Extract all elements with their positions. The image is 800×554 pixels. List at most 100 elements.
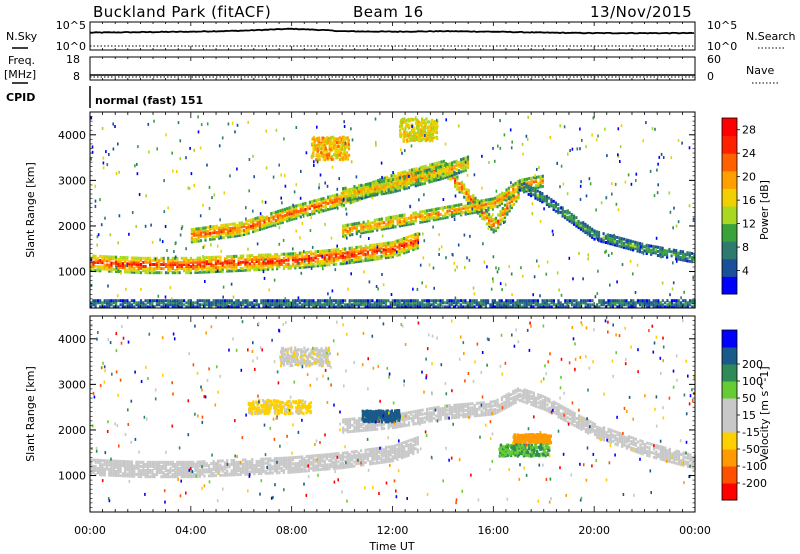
- heatmap-cell: [269, 261, 272, 265]
- heatmap-cell: [579, 147, 581, 151]
- heatmap-cell: [398, 182, 401, 186]
- heatmap-cell: [371, 225, 374, 229]
- heatmap-cell: [536, 299, 540, 303]
- heatmap-cell: [211, 196, 213, 200]
- heatmap-cell: [369, 227, 372, 231]
- heatmap-cell: [262, 255, 265, 259]
- heatmap-cell: [190, 172, 193, 176]
- heatmap-cell: [220, 226, 223, 230]
- heatmap-cell: [153, 299, 156, 303]
- heatmap-cell: [214, 255, 217, 259]
- heatmap-cell: [688, 255, 691, 259]
- heatmap-cell: [516, 184, 519, 188]
- heatmap-cell: [443, 305, 447, 309]
- heatmap-cell: [258, 217, 262, 221]
- heatmap-cell: [258, 223, 262, 227]
- heatmap-cell: [409, 131, 412, 134]
- heatmap-cell: [616, 305, 619, 309]
- heatmap-cell: [677, 255, 680, 259]
- heatmap-cell: [295, 206, 298, 210]
- heatmap-cell: [656, 168, 658, 172]
- heatmap-cell: [623, 299, 626, 303]
- heatmap-cell: [618, 301, 621, 305]
- heatmap-cell: [285, 301, 288, 305]
- heatmap-cell: [327, 195, 330, 199]
- heatmap-cell: [277, 212, 280, 215]
- heatmap-cell: [534, 196, 537, 200]
- heatmap-cell: [480, 199, 483, 203]
- heatmap-cell: [382, 250, 385, 254]
- heatmap-cell: [190, 232, 193, 236]
- heatmap-cell: [363, 196, 366, 200]
- heatmap-cell: [124, 268, 127, 272]
- heatmap-cell: [419, 214, 422, 218]
- heatmap-cell: [128, 301, 131, 305]
- heatmap-cell: [292, 215, 296, 219]
- heatmap-cell: [262, 253, 265, 257]
- heatmap-cell: [460, 189, 463, 192]
- heatmap-cell: [331, 289, 334, 293]
- heatmap-cell: [341, 144, 344, 148]
- heatmap-cell: [419, 170, 422, 174]
- heatmap-cell: [460, 207, 463, 211]
- heatmap-cell: [373, 249, 376, 253]
- heatmap-cell: [363, 270, 365, 274]
- heatmap-cell: [573, 220, 576, 224]
- heatmap-cell: [112, 255, 115, 259]
- freq-unit: [MHz]: [4, 68, 36, 81]
- heatmap-cell: [494, 196, 497, 200]
- heatmap-cell: [373, 222, 376, 226]
- heatmap-cell: [539, 183, 542, 187]
- heatmap-cell: [330, 236, 333, 240]
- heatmap-cell: [557, 203, 560, 207]
- heatmap-cell: [422, 126, 425, 130]
- heatmap-cell: [217, 255, 220, 259]
- heatmap-cell: [94, 265, 97, 268]
- heatmap-cell: [387, 305, 390, 309]
- heatmap-cell: [423, 299, 426, 303]
- heatmap-cell: [256, 242, 259, 246]
- heatmap-cell: [239, 260, 242, 264]
- heatmap-cell: [459, 303, 462, 307]
- heatmap-cell: [460, 170, 463, 174]
- heatmap-cell: [501, 219, 504, 223]
- heatmap-cell: [169, 301, 172, 305]
- heatmap-cell: [128, 268, 131, 272]
- heatmap-cell: [625, 246, 628, 250]
- heatmap-cell: [391, 249, 394, 253]
- heatmap-cell: [335, 137, 338, 141]
- heatmap-cell: [658, 155, 661, 159]
- heatmap-cell: [222, 223, 225, 227]
- heatmap-cell: [466, 173, 469, 177]
- heatmap-cell: [573, 214, 576, 218]
- heatmap-cell: [316, 301, 320, 305]
- heatmap-cell: [219, 267, 222, 271]
- heatmap-cell: [426, 166, 429, 170]
- heatmap-cell: [541, 198, 544, 202]
- heatmap-cell: [498, 199, 501, 203]
- heatmap-cell: [415, 118, 419, 122]
- heatmap-cell: [223, 303, 227, 307]
- heatmap-cell: [541, 192, 544, 196]
- heatmap-cell: [435, 174, 438, 178]
- heatmap-cell: [437, 165, 440, 169]
- heatmap-cell: [609, 240, 612, 244]
- heatmap-cell: [99, 198, 101, 202]
- heatmap-cell: [230, 282, 233, 286]
- heatmap-cell: [527, 192, 530, 196]
- heatmap-cell: [629, 239, 632, 243]
- heatmap-cell: [566, 301, 569, 305]
- heatmap-cell: [407, 243, 410, 247]
- heatmap-cell: [566, 211, 569, 215]
- heatmap-cell: [550, 200, 553, 204]
- heatmap-cell: [326, 138, 329, 142]
- heatmap-cell: [305, 301, 308, 305]
- heatmap-cell: [492, 230, 495, 234]
- heatmap-cell: [342, 199, 345, 203]
- heatmap-cell: [210, 258, 213, 261]
- heatmap-cell: [263, 224, 266, 228]
- heatmap-cell: [643, 299, 646, 303]
- heatmap-cell: [382, 242, 385, 246]
- heatmap-cell: [638, 244, 641, 248]
- heatmap-cell: [299, 196, 302, 200]
